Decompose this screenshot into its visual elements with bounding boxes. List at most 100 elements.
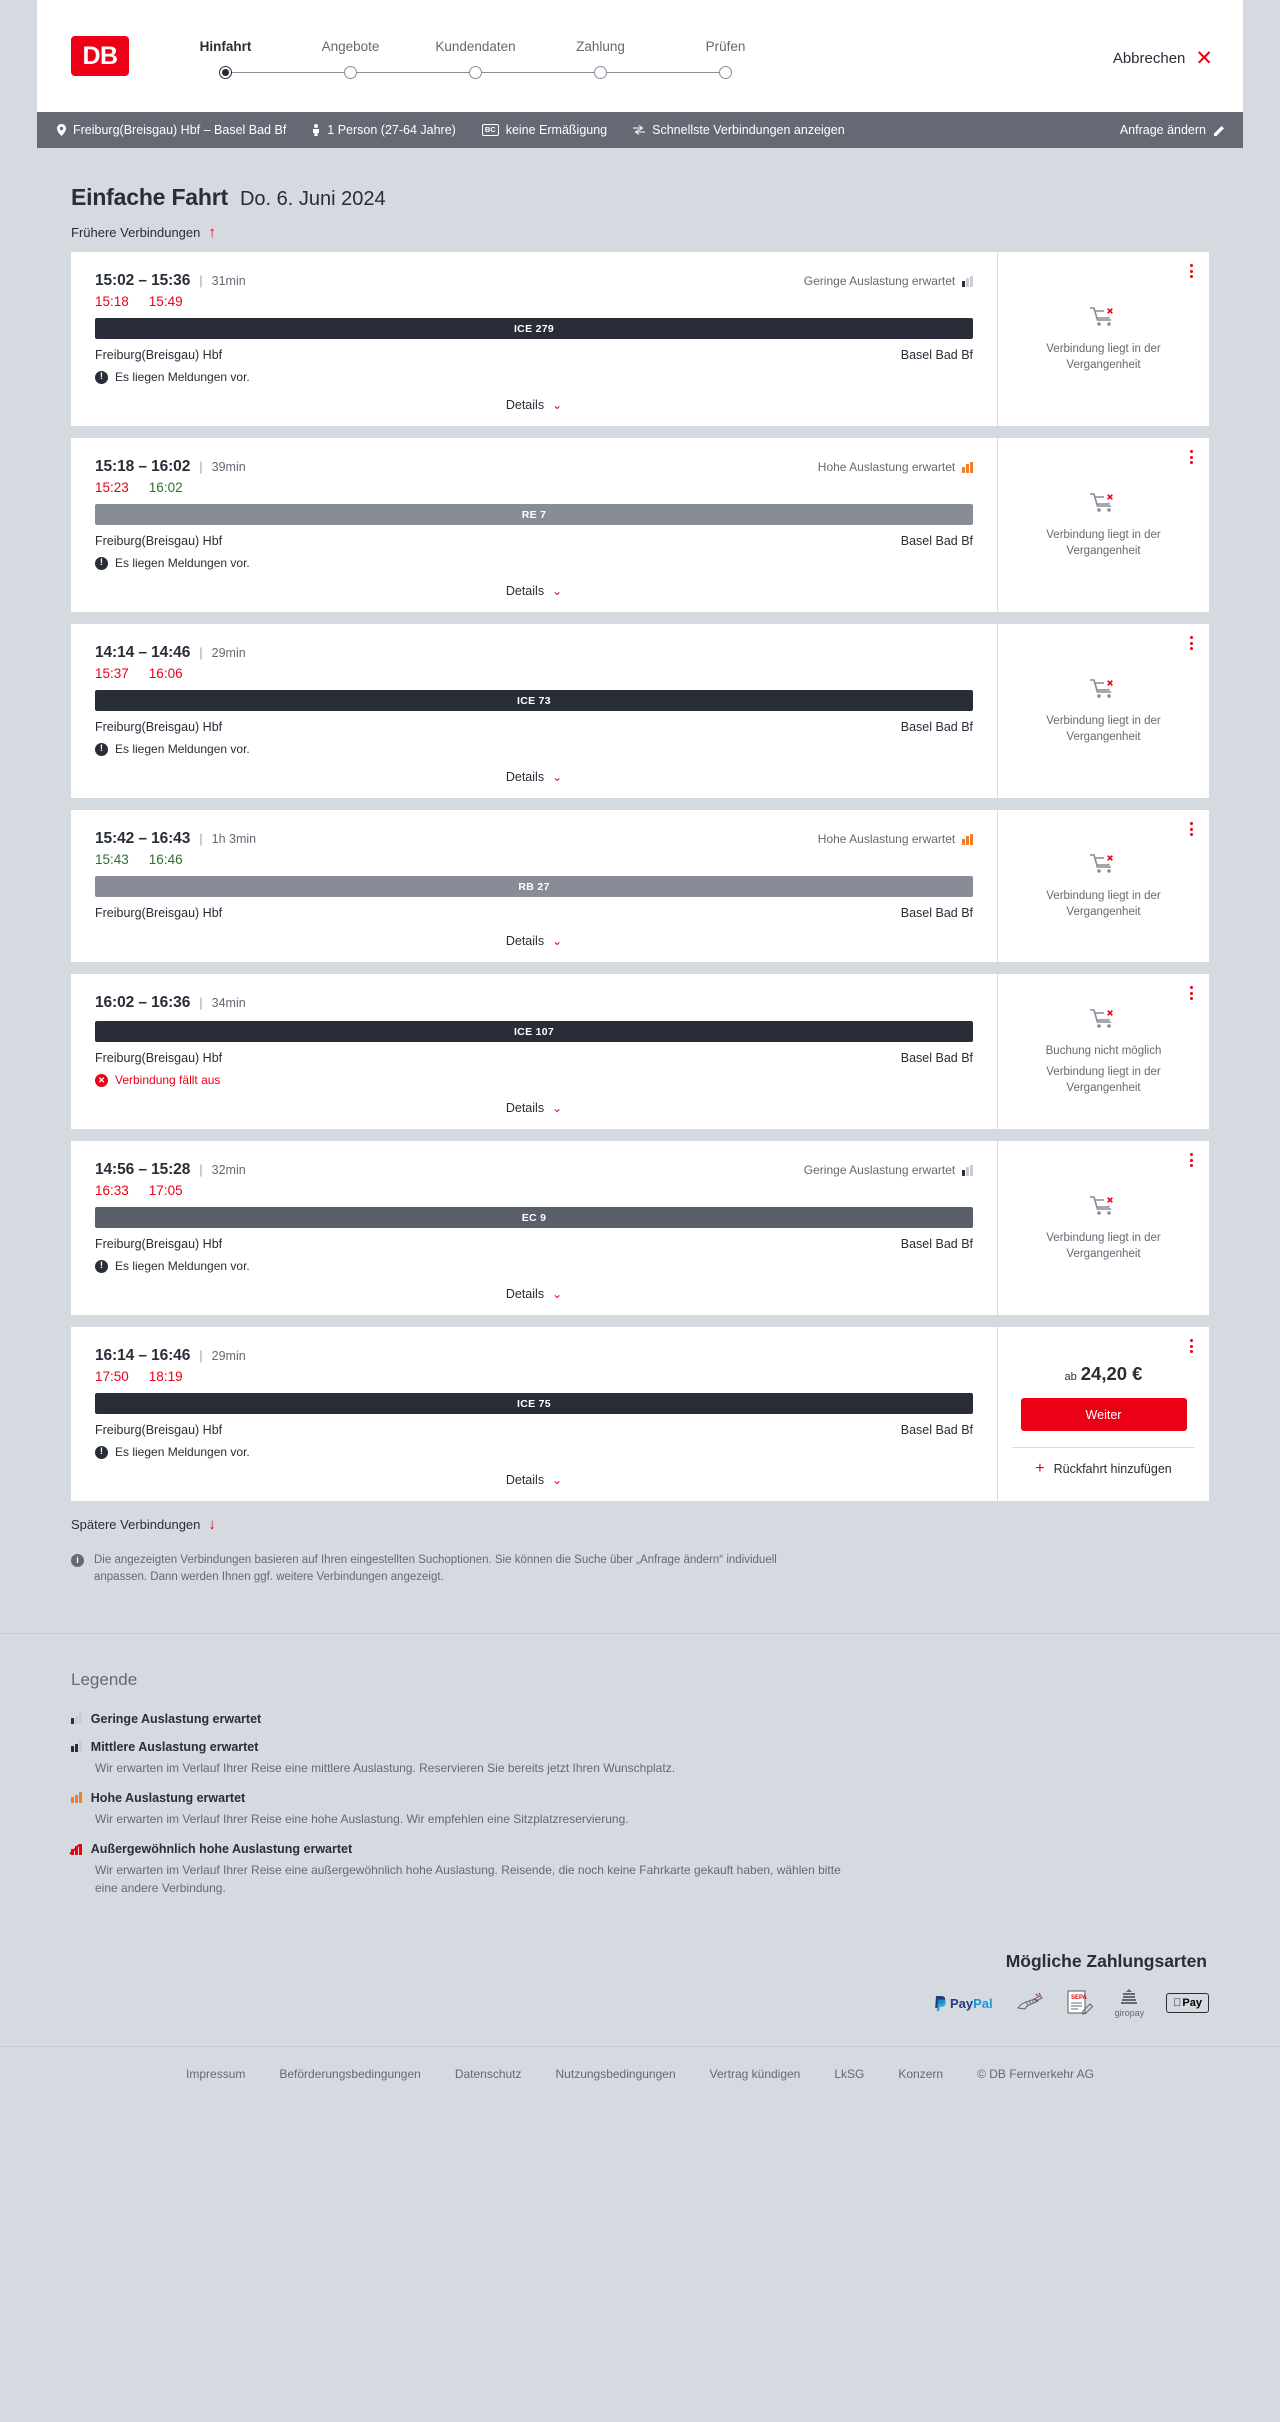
duration-label: 34min	[211, 996, 246, 1010]
step-zahlung[interactable]: Zahlung	[538, 39, 726, 79]
connection-card: 15:18 – 16:02 | 39min Hohe Auslastung erwar…	[71, 438, 1209, 612]
footer-link[interactable]: Impressum	[186, 2067, 246, 2082]
scheduled-times-row: 16:14 – 16:46 | 29min	[95, 1347, 973, 1365]
details-toggle[interactable]: Details ⌄	[95, 1101, 973, 1119]
chevron-down-icon: ⌄	[552, 398, 563, 412]
footer-link[interactable]: Vertrag kündigen	[709, 2067, 801, 2082]
step-hinfahrt[interactable]: Hinfahrt	[163, 39, 351, 79]
step-kundendaten[interactable]: Kundendaten	[413, 39, 601, 79]
actual-arrival-time: 16:46	[148, 852, 183, 867]
duration-label: 29min	[211, 646, 246, 660]
actual-departure-time: 15:23	[95, 480, 129, 495]
stations-row: Freiburg(Breisgau) Hbf Basel Bad Bf	[95, 348, 973, 362]
connection-note: ! Es liegen Meldungen vor.	[95, 556, 973, 570]
step-label: Zahlung	[576, 39, 625, 54]
duration-label: 29min	[211, 1349, 246, 1363]
unavailable-message: Verbindung liegt in der Vergangenheit	[1046, 1231, 1161, 1260]
stations-row: Freiburg(Breisgau) Hbf Basel Bad Bf	[95, 534, 973, 548]
step-label: Angebote	[321, 39, 380, 54]
details-toggle[interactable]: Details ⌄	[95, 1287, 973, 1305]
time-divider: |	[199, 273, 203, 288]
scheduled-time: 14:14 – 14:46	[95, 644, 191, 661]
stations-row: Freiburg(Breisgau) Hbf Basel Bad Bf	[95, 720, 973, 734]
more-options-button[interactable]	[1188, 448, 1195, 466]
creditcard-icon	[1015, 1988, 1045, 2018]
scheduled-time: 15:02 – 15:36	[95, 272, 191, 289]
legend-item-head: Mittlere Auslastung erwartet	[71, 1740, 1243, 1754]
details-label: Details	[505, 770, 545, 784]
details-toggle[interactable]: Details ⌄	[95, 584, 973, 602]
more-options-button[interactable]	[1188, 984, 1195, 1002]
summary-passengers: 1 Person (27-64 Jahre)	[312, 123, 456, 137]
origin-station: Freiburg(Breisgau) Hbf	[95, 1051, 223, 1065]
more-options-button[interactable]	[1188, 634, 1195, 652]
step-angebote[interactable]: Angebote	[288, 39, 476, 79]
connection-note-text: Es liegen Meldungen vor.	[115, 742, 250, 756]
train-line-badge: ICE 75	[95, 1393, 973, 1414]
app-header: DB Hinfahrt Angebote Kundendaten Zahlung Prü…	[37, 0, 1243, 112]
person-icon	[312, 124, 320, 136]
arrow-down-icon: ↓	[208, 1516, 216, 1533]
scheduled-times-row: 15:42 – 16:43 | 1h 3min Hohe Auslastung erw…	[95, 830, 973, 848]
connection-main: 16:14 – 16:46 | 29min 17:50 18:19 ICE 75 Freib…	[71, 1327, 997, 1501]
step-prüfen[interactable]: Prüfen	[663, 39, 788, 79]
more-options-button[interactable]	[1188, 262, 1195, 280]
connection-list: 15:02 – 15:36 | 31min Geringe Auslastung er…	[37, 252, 1243, 1501]
scheduled-times-row: 15:18 – 16:02 | 39min Hohe Auslastung erwar…	[95, 458, 973, 476]
duration-label: 1h 3min	[211, 832, 257, 846]
details-toggle[interactable]: Details ⌄	[95, 1473, 973, 1491]
step-dot-icon	[219, 66, 232, 79]
connection-note: ! Es liegen Meldungen vor.	[95, 370, 973, 384]
actual-arrival-time: 17:05	[148, 1183, 183, 1198]
occupancy-low-icon	[962, 275, 973, 287]
legend-item-label: Mittlere Auslastung erwartet	[90, 1739, 259, 1754]
occupancy-high-icon	[71, 1792, 82, 1804]
search-hint-text: Die angezeigten Verbindungen basieren au…	[94, 1554, 777, 1584]
edit-request-button[interactable]: Anfrage ändern	[1120, 123, 1225, 137]
info-icon: !	[95, 1259, 108, 1273]
more-options-button[interactable]	[1188, 1151, 1195, 1169]
duration-label: 39min	[211, 460, 246, 474]
details-label: Details	[505, 398, 545, 412]
footer-link[interactable]: Nutzungsbedingungen	[555, 2067, 676, 2082]
summary-sorting-text: Schnellste Verbindungen anzeigen	[652, 123, 845, 137]
add-return-button[interactable]: + Rückfahrt hinzufügen	[1012, 1448, 1195, 1477]
page-title-row: Einfache Fahrt Do. 6. Juni 2024	[71, 184, 1243, 211]
actual-arrival-time: 16:06	[148, 666, 183, 681]
footer-link[interactable]: Konzern	[898, 2067, 944, 2082]
time-divider: |	[199, 459, 203, 474]
unavailable-block: Verbindung liegt in der Vergangenheit	[1012, 1153, 1195, 1303]
chevron-down-icon: ⌄	[552, 770, 563, 784]
occupancy-mid-icon	[71, 1741, 82, 1752]
close-icon: ✕	[1195, 46, 1213, 70]
actual-times: 15:37 16:06	[95, 666, 973, 681]
footer-link[interactable]: Datenschutz	[454, 2067, 522, 2082]
connection-side-panel: Verbindung liegt in der Vergangenheit	[997, 438, 1209, 612]
cart-blocked-icon	[1089, 304, 1119, 336]
details-toggle[interactable]: Details ⌄	[95, 398, 973, 416]
step-label: Hinfahrt	[199, 39, 252, 54]
cancel-button[interactable]: Abbrechen ✕	[1113, 44, 1213, 69]
more-options-button[interactable]	[1188, 820, 1195, 838]
details-toggle[interactable]: Details ⌄	[95, 770, 973, 788]
footer-copyright: © DB Fernverkehr AG	[977, 2067, 1094, 2082]
price-value: 24,20 €	[1080, 1363, 1143, 1384]
scheduled-times-row: 14:14 – 14:46 | 29min	[95, 644, 973, 662]
later-connections-button[interactable]: Spätere Verbindungen ↓	[71, 1517, 216, 1532]
continue-button[interactable]: Weiter	[1020, 1398, 1187, 1431]
origin-station: Freiburg(Breisgau) Hbf	[95, 534, 223, 548]
utilization-label: Hohe Auslastung erwartet	[817, 460, 956, 474]
utilization-label: Geringe Auslastung erwartet	[803, 1163, 956, 1177]
earlier-connections-button[interactable]: Frühere Verbindungen ↑	[71, 225, 216, 240]
time-divider: |	[199, 645, 203, 660]
db-logo-text: DB	[82, 41, 118, 70]
cart-blocked-icon	[1089, 1193, 1119, 1225]
footer-link[interactable]: Beförderungsbedingungen	[279, 2067, 421, 2082]
actual-departure-time: 15:37	[95, 666, 129, 681]
details-toggle[interactable]: Details ⌄	[95, 934, 973, 952]
footer-link[interactable]: LkSG	[834, 2067, 865, 2082]
connection-note-text: Es liegen Meldungen vor.	[115, 556, 250, 570]
more-options-button[interactable]	[1188, 1337, 1195, 1355]
connection-side-panel: Buchung nicht möglich Verbindung liegt in…	[997, 974, 1209, 1129]
actual-arrival-time: 15:49	[148, 294, 183, 309]
